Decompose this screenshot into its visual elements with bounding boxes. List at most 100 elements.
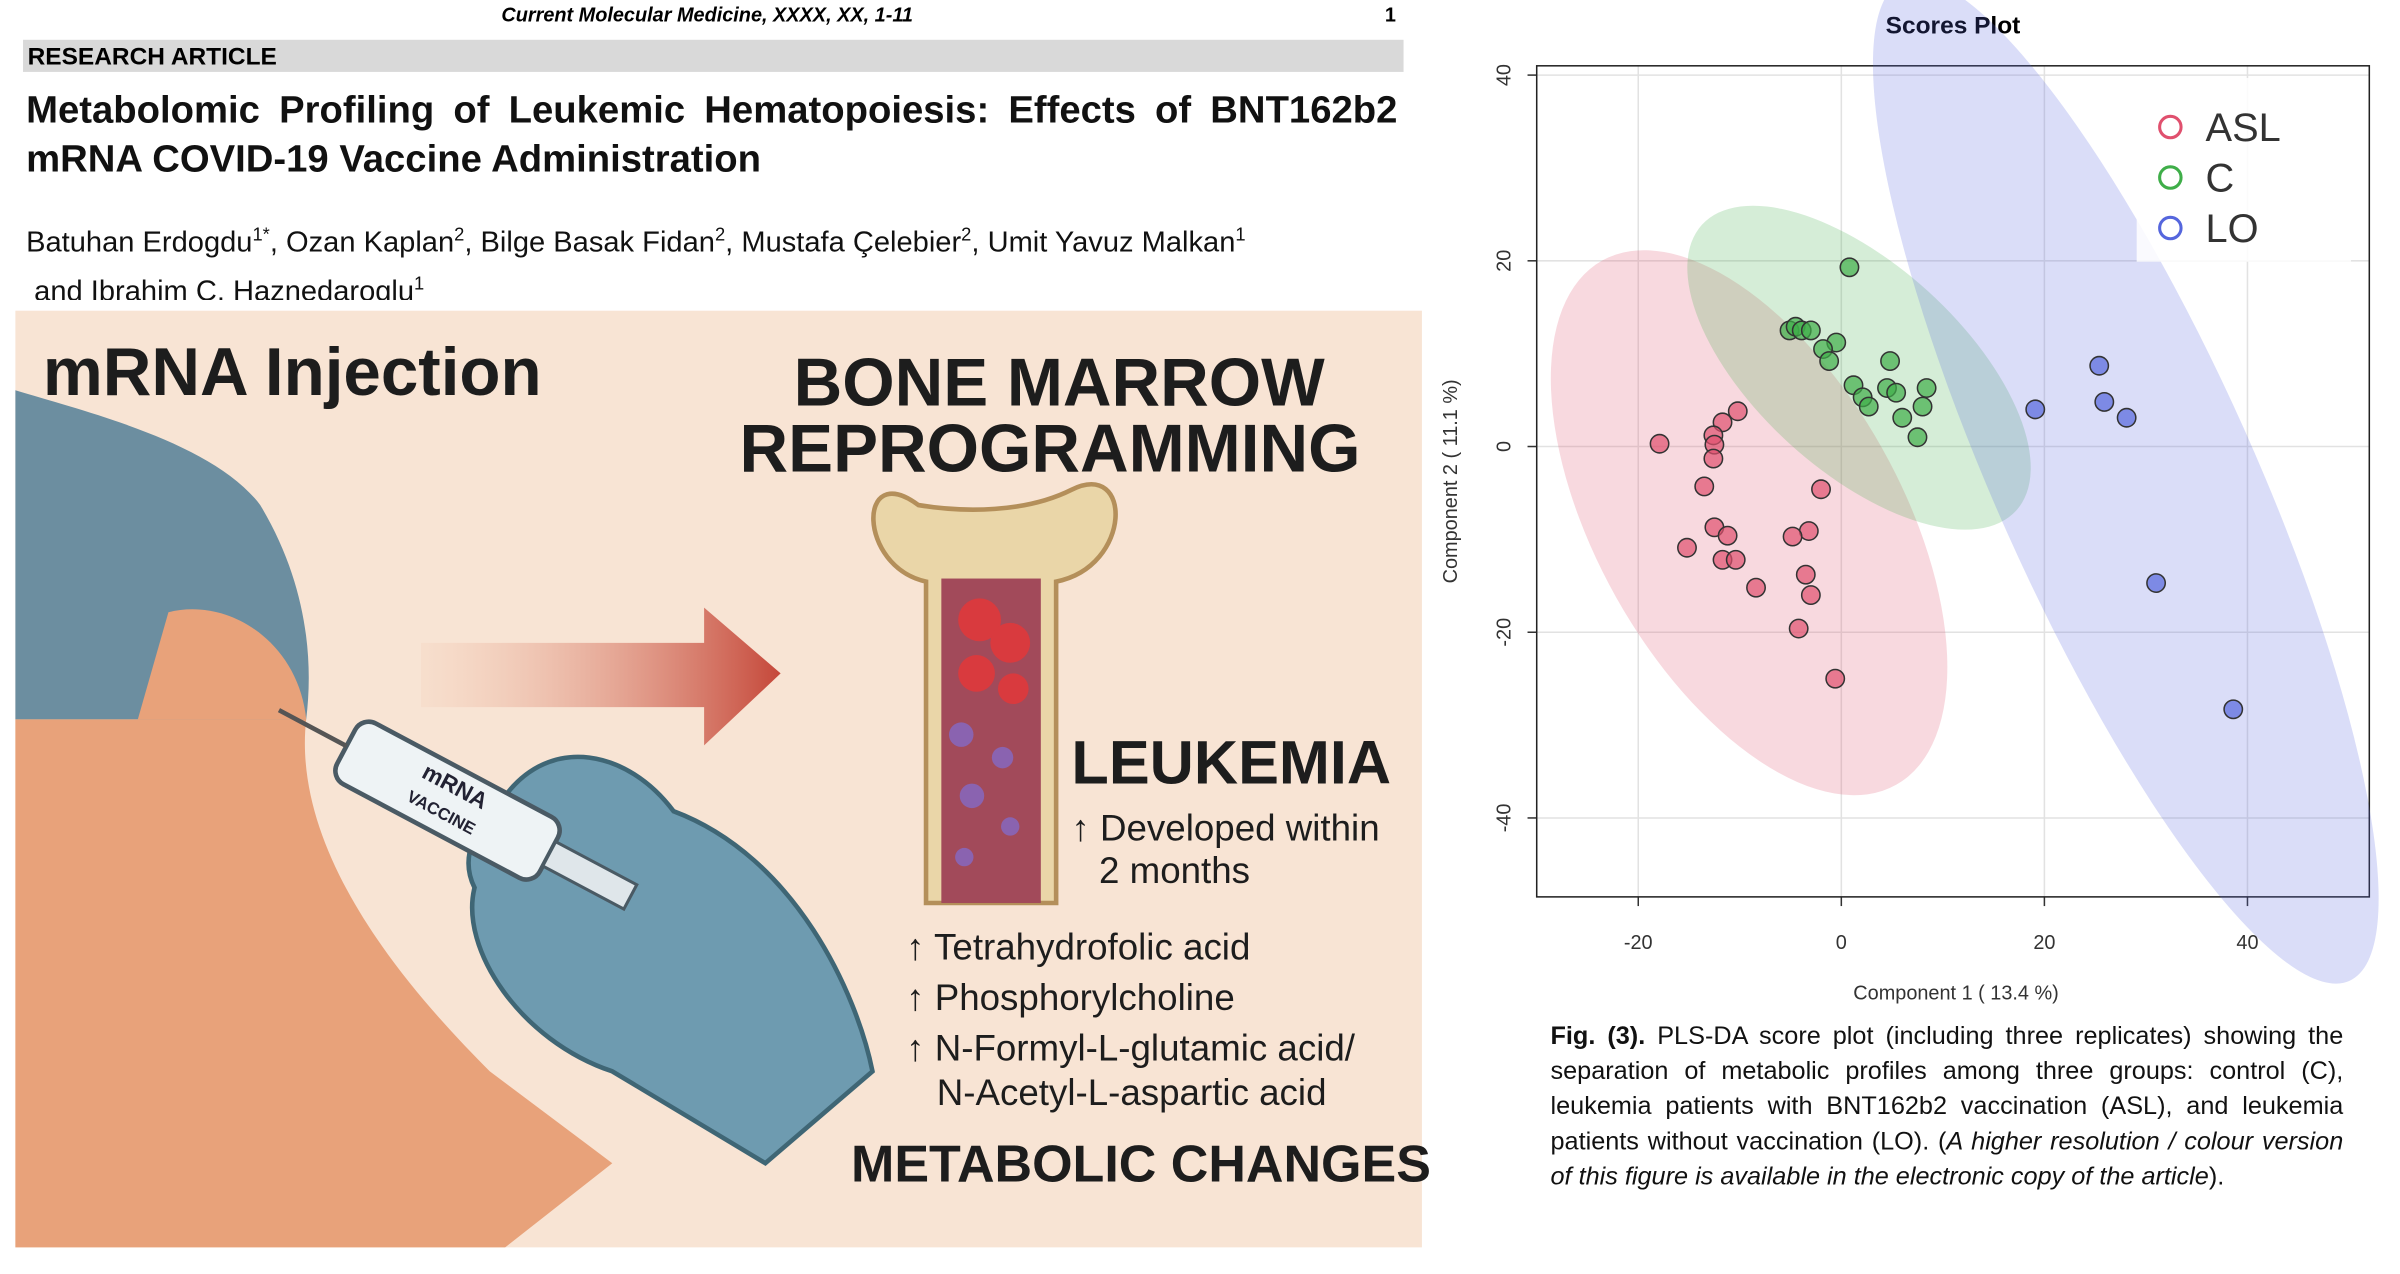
article-title: Metabolomic Profiling of Leukemic Hemato…: [26, 88, 1398, 181]
left-title: mRNA Injection: [43, 335, 542, 410]
confidence-ellipse: [1550, 250, 1948, 796]
metabolite: N-Acetyl-L-aspartic acid: [937, 1072, 1327, 1113]
scatter-chart: Scores Plot -20 0 20 40 -40 -20 0 20 40 Component …: [1440, 0, 2379, 1004]
author-name: Bilge Basak Fidan: [480, 227, 715, 260]
illustration: mRNA VACCINE mRNA Injection BONE MARROW …: [15, 310, 1431, 1248]
point: [2223, 699, 2244, 720]
point: [1825, 668, 1846, 689]
metabolite: ↑ Tetrahydrofolic acid: [906, 927, 1250, 968]
author-affiliation: 2: [714, 223, 726, 245]
x-tick-label: 20: [2033, 932, 2055, 954]
point: [1886, 382, 1907, 403]
legend-marker: [2158, 114, 2183, 140]
confidence-ellipse: [1687, 205, 2031, 530]
legend-marker: [2158, 165, 2183, 190]
point: [1717, 525, 1738, 546]
point: [1800, 320, 1821, 341]
x-tick-label: -20: [1624, 932, 1653, 954]
article-head: Metabolomic Profiling of Leukemic Hemato…: [26, 88, 1398, 300]
shoulder: [137, 609, 307, 720]
page-number: 1: [1385, 4, 1396, 26]
caption-label: Fig. (3).: [1550, 1022, 1646, 1050]
point: [1912, 396, 1933, 417]
caption-end: ).: [2208, 1163, 2225, 1191]
point: [1788, 618, 1809, 639]
author-name: Batuhan Erdogdu: [26, 227, 253, 260]
point: [1839, 257, 1860, 278]
point: [1727, 401, 1748, 422]
point: [1677, 537, 1697, 558]
point: [1694, 476, 1715, 497]
legend-marker: [2158, 215, 2183, 241]
caption-body: PLS-DA score plot (including three repli…: [1550, 1022, 2344, 1156]
legend-label: ASL: [2206, 106, 2281, 150]
x-tick-label: 40: [2236, 932, 2258, 954]
author-name: Ibrahim C. Haznedaroglu: [90, 276, 415, 300]
x-axis-label: Component 1 ( 13.4 %): [1853, 982, 2059, 1004]
legend-label: LO: [2206, 207, 2259, 251]
point: [1782, 526, 1803, 547]
caption: Fig. (3). PLS-DA score plot (including t…: [1550, 1019, 2343, 1195]
point: [2146, 573, 2167, 593]
point: [1811, 479, 1831, 500]
legend-label: C: [2206, 156, 2235, 200]
needle: [277, 708, 348, 749]
leukemia: LEUKEMIA: [1071, 729, 1391, 797]
author-joiner: ,: [269, 227, 286, 260]
right-title: REPROGRAMMING: [740, 411, 1361, 486]
section-bar: [23, 39, 1404, 72]
plunger: [540, 839, 639, 912]
section: RESEARCH ARTICLE: [28, 43, 277, 70]
plot-frame: [1535, 65, 2371, 898]
author-affiliation: 2: [454, 223, 465, 245]
y-axis-label: Component 2 ( 11.1 %): [1440, 379, 1462, 583]
caption-italic: A higher resolution / colour version of …: [1550, 1127, 2344, 1191]
right-title: BONE MARROW: [794, 346, 1326, 421]
point: [2025, 399, 2046, 420]
author-name: Mustafa Çelebier: [741, 227, 962, 260]
y-tick-label: -20: [1494, 618, 1516, 647]
leukemia-note: 2 months: [1099, 850, 1250, 891]
author-name: Ozan Kaplan: [285, 227, 455, 260]
x-tick-label: 0: [1836, 932, 1847, 954]
point: [1703, 448, 1724, 469]
author-joiner: ,: [464, 227, 481, 260]
metabolite: ↑ Phosphorylcholine: [906, 977, 1235, 1018]
point: [1800, 585, 1821, 606]
y-tick-label: 0: [1494, 441, 1516, 452]
leukemia-note: ↑ Developed within: [1071, 807, 1379, 848]
author-joiner: and: [26, 276, 91, 300]
point: [1916, 378, 1937, 398]
author-affiliation: 1*: [252, 223, 270, 245]
metabolite: ↑ N-Formyl-L-glutamic acid/: [906, 1028, 1356, 1069]
point: [1746, 577, 1766, 598]
y-tick-label: 40: [1494, 64, 1516, 86]
author-affiliation: 1: [414, 272, 425, 295]
y-tick-label: -40: [1494, 804, 1516, 833]
arm: [15, 719, 613, 1248]
legend-box: [2136, 78, 2351, 262]
author-name: Umit Yavuz Malkan: [987, 227, 1236, 260]
author-affiliation: 1: [1235, 223, 1246, 245]
y-tick-label: 20: [1494, 250, 1516, 272]
point: [1819, 351, 1840, 372]
point: [1907, 427, 1928, 448]
authors: Batuhan Erdogdu1*, Ozan Kaplan2, Bilge B…: [26, 214, 1266, 300]
arrow: [420, 607, 781, 746]
point: [1880, 351, 1901, 372]
illustration-footer: METABOLIC CHANGES: [851, 1136, 1431, 1194]
caption-text: Fig. (3). PLS-DA score plot (including t…: [1550, 1019, 2343, 1195]
journal: Current Molecular Medicine, XXXX, XX, 1-…: [501, 4, 913, 26]
point: [1892, 407, 1913, 428]
point: [1795, 564, 1816, 585]
author-affiliation: 2: [961, 223, 972, 245]
point: [1725, 549, 1746, 570]
point: [1649, 433, 1670, 454]
point: [2089, 355, 2110, 376]
chart-title: Scores Plot: [1886, 13, 2021, 40]
point: [2116, 407, 2137, 428]
confidence-ellipse: [1872, 0, 2379, 984]
author-joiner: ,: [725, 227, 742, 260]
